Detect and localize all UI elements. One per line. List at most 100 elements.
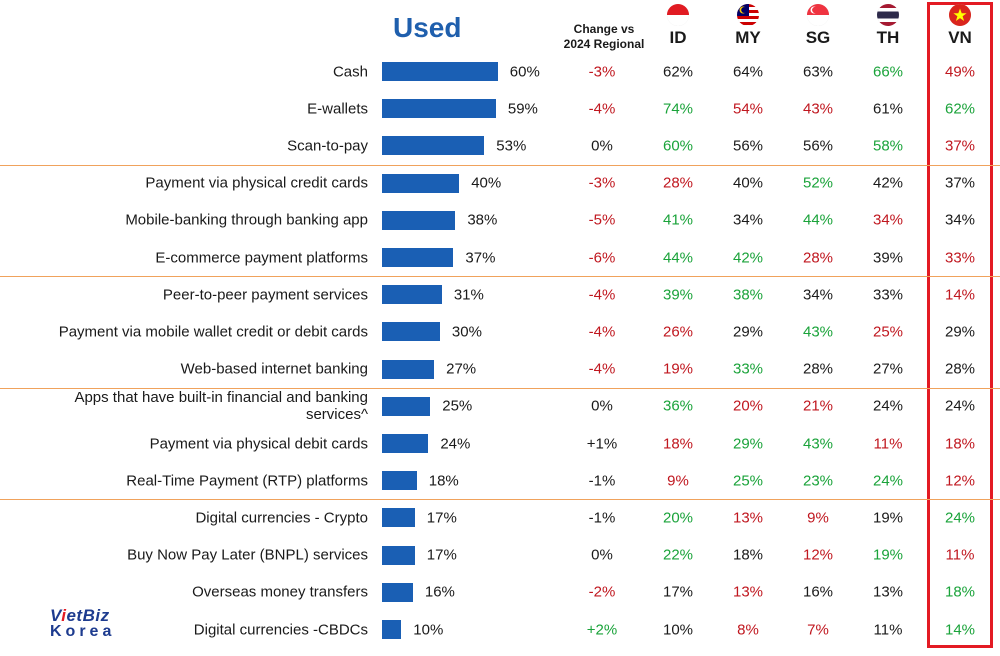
cell-sg: 12% bbox=[802, 546, 834, 564]
cell-sg: 52% bbox=[802, 174, 834, 192]
bar-value-label: 40% bbox=[471, 174, 502, 192]
cell-id: 39% bbox=[662, 286, 694, 304]
column-header-th: TH bbox=[876, 28, 900, 47]
change-cell: -6% bbox=[588, 249, 616, 266]
cell-my: 29% bbox=[732, 435, 764, 452]
logo-line-2: Korea bbox=[50, 623, 116, 640]
cell-vn: 18% bbox=[944, 583, 976, 601]
vn-highlight-box bbox=[927, 2, 993, 648]
cell-sg: 43% bbox=[802, 435, 834, 452]
change-header-line-1: Change vs bbox=[573, 22, 635, 36]
category-label: Digital currencies -CBDCs bbox=[193, 621, 368, 638]
category-label: Scan-to-pay bbox=[287, 137, 368, 155]
cell-vn: 37% bbox=[944, 137, 976, 155]
cell-id: 20% bbox=[662, 509, 694, 527]
change-cell: +2% bbox=[586, 621, 618, 638]
category-label: Payment via physical credit cards bbox=[145, 174, 368, 192]
cell-th: 34% bbox=[872, 211, 904, 229]
bar-value-label: 37% bbox=[465, 249, 496, 266]
cell-sg: 16% bbox=[802, 583, 834, 601]
table-row: Payment via physical debit cards 24% +1% 18… bbox=[0, 425, 1000, 462]
cell-sg: 9% bbox=[807, 509, 829, 527]
change-cell: -4% bbox=[588, 360, 616, 378]
cell-my: 54% bbox=[732, 100, 764, 118]
cell-my: 13% bbox=[732, 583, 764, 601]
cell-th: 11% bbox=[873, 621, 903, 638]
cell-my: 42% bbox=[732, 249, 764, 266]
cell-vn: 24% bbox=[944, 509, 976, 527]
bar bbox=[382, 99, 496, 119]
table-row: Overseas money transfers 16% -2% 17% 13% 16% 1… bbox=[0, 574, 1000, 611]
cell-my: 18% bbox=[732, 546, 764, 564]
bar-value-label: 27% bbox=[446, 360, 477, 378]
malaysia-flag-icon bbox=[737, 4, 759, 26]
cell-vn: 28% bbox=[944, 360, 976, 378]
cell-sg: 63% bbox=[802, 63, 834, 80]
cell-id: 10% bbox=[662, 621, 694, 638]
bar bbox=[382, 136, 485, 156]
thailand-flag-icon bbox=[877, 4, 899, 26]
bar-value-label: 10% bbox=[413, 621, 444, 638]
table-row: Web-based internet banking 27% -4% 19% 33% 28… bbox=[0, 351, 1000, 388]
bar-value-label: 59% bbox=[507, 100, 538, 118]
category-label: E-commerce payment platforms bbox=[155, 249, 368, 266]
bar bbox=[382, 620, 402, 639]
group-separator bbox=[0, 387, 1000, 389]
cell-sg: 23% bbox=[802, 472, 834, 490]
bar bbox=[382, 285, 442, 305]
cell-vn: 37% bbox=[944, 174, 976, 192]
cell-id: 36% bbox=[662, 397, 694, 415]
category-label: Web-based internet banking bbox=[180, 360, 368, 378]
table-row: Payment via physical credit cards 40% -3% 2… bbox=[0, 165, 1000, 202]
category-label: Digital currencies - Crypto bbox=[195, 509, 368, 527]
cell-th: 24% bbox=[872, 472, 904, 490]
cell-id: 60% bbox=[662, 137, 694, 155]
bar-value-label: 31% bbox=[453, 286, 484, 304]
cell-id: 62% bbox=[662, 63, 694, 80]
category-label: Payment via physical debit cards bbox=[149, 435, 368, 452]
cell-vn: 49% bbox=[944, 63, 976, 80]
bar-value-label: 16% bbox=[424, 583, 455, 601]
cell-sg: 43% bbox=[802, 323, 834, 341]
chart-title: Used bbox=[393, 12, 462, 43]
bar-value-label: 24% bbox=[440, 435, 471, 452]
change-cell: +1% bbox=[586, 435, 618, 452]
cell-th: 13% bbox=[872, 583, 904, 601]
category-label: E-wallets bbox=[307, 100, 368, 118]
cell-th: 58% bbox=[872, 137, 904, 155]
table-row: E-wallets 59% -4% 74% 54% 43% 61% 62% bbox=[0, 90, 1000, 127]
bar bbox=[382, 545, 415, 565]
cell-th: 11% bbox=[873, 435, 903, 452]
cell-th: 33% bbox=[872, 286, 904, 304]
column-header-vn: VN bbox=[948, 28, 972, 47]
category-label: Overseas money transfers bbox=[192, 583, 368, 601]
cell-th: 39% bbox=[872, 249, 904, 266]
cell-my: 20% bbox=[732, 397, 764, 415]
change-cell: -4% bbox=[588, 323, 616, 341]
table-row: Real-Time Payment (RTP) platforms 18% -1% 9… bbox=[0, 462, 1000, 499]
cell-sg: 43% bbox=[802, 100, 834, 118]
logo-line-1: VietBiz bbox=[50, 606, 110, 625]
cell-vn: 11% bbox=[945, 546, 975, 564]
cell-th: 42% bbox=[872, 174, 904, 192]
cell-sg: 28% bbox=[802, 249, 834, 266]
cell-sg: 56% bbox=[802, 137, 834, 155]
cell-vn: 12% bbox=[944, 472, 976, 490]
cell-id: 19% bbox=[662, 360, 694, 378]
cell-th: 19% bbox=[872, 546, 904, 564]
group-separator bbox=[0, 499, 1000, 501]
change-cell: -3% bbox=[588, 63, 616, 80]
cell-id: 22% bbox=[662, 546, 694, 564]
table-row: E-commerce payment platforms 37% -6% 44% 42%… bbox=[0, 239, 1000, 276]
change-cell: -1% bbox=[588, 472, 616, 490]
change-cell: 0% bbox=[591, 397, 613, 415]
indonesia-flag-icon bbox=[667, 4, 689, 26]
change-cell: -4% bbox=[588, 286, 616, 304]
cell-id: 74% bbox=[662, 100, 694, 118]
bar-value-label: 17% bbox=[426, 546, 457, 564]
bar-value-label: 18% bbox=[428, 472, 459, 490]
bar bbox=[382, 471, 417, 491]
cell-vn: 33% bbox=[944, 249, 976, 266]
cell-vn: 14% bbox=[944, 286, 976, 304]
